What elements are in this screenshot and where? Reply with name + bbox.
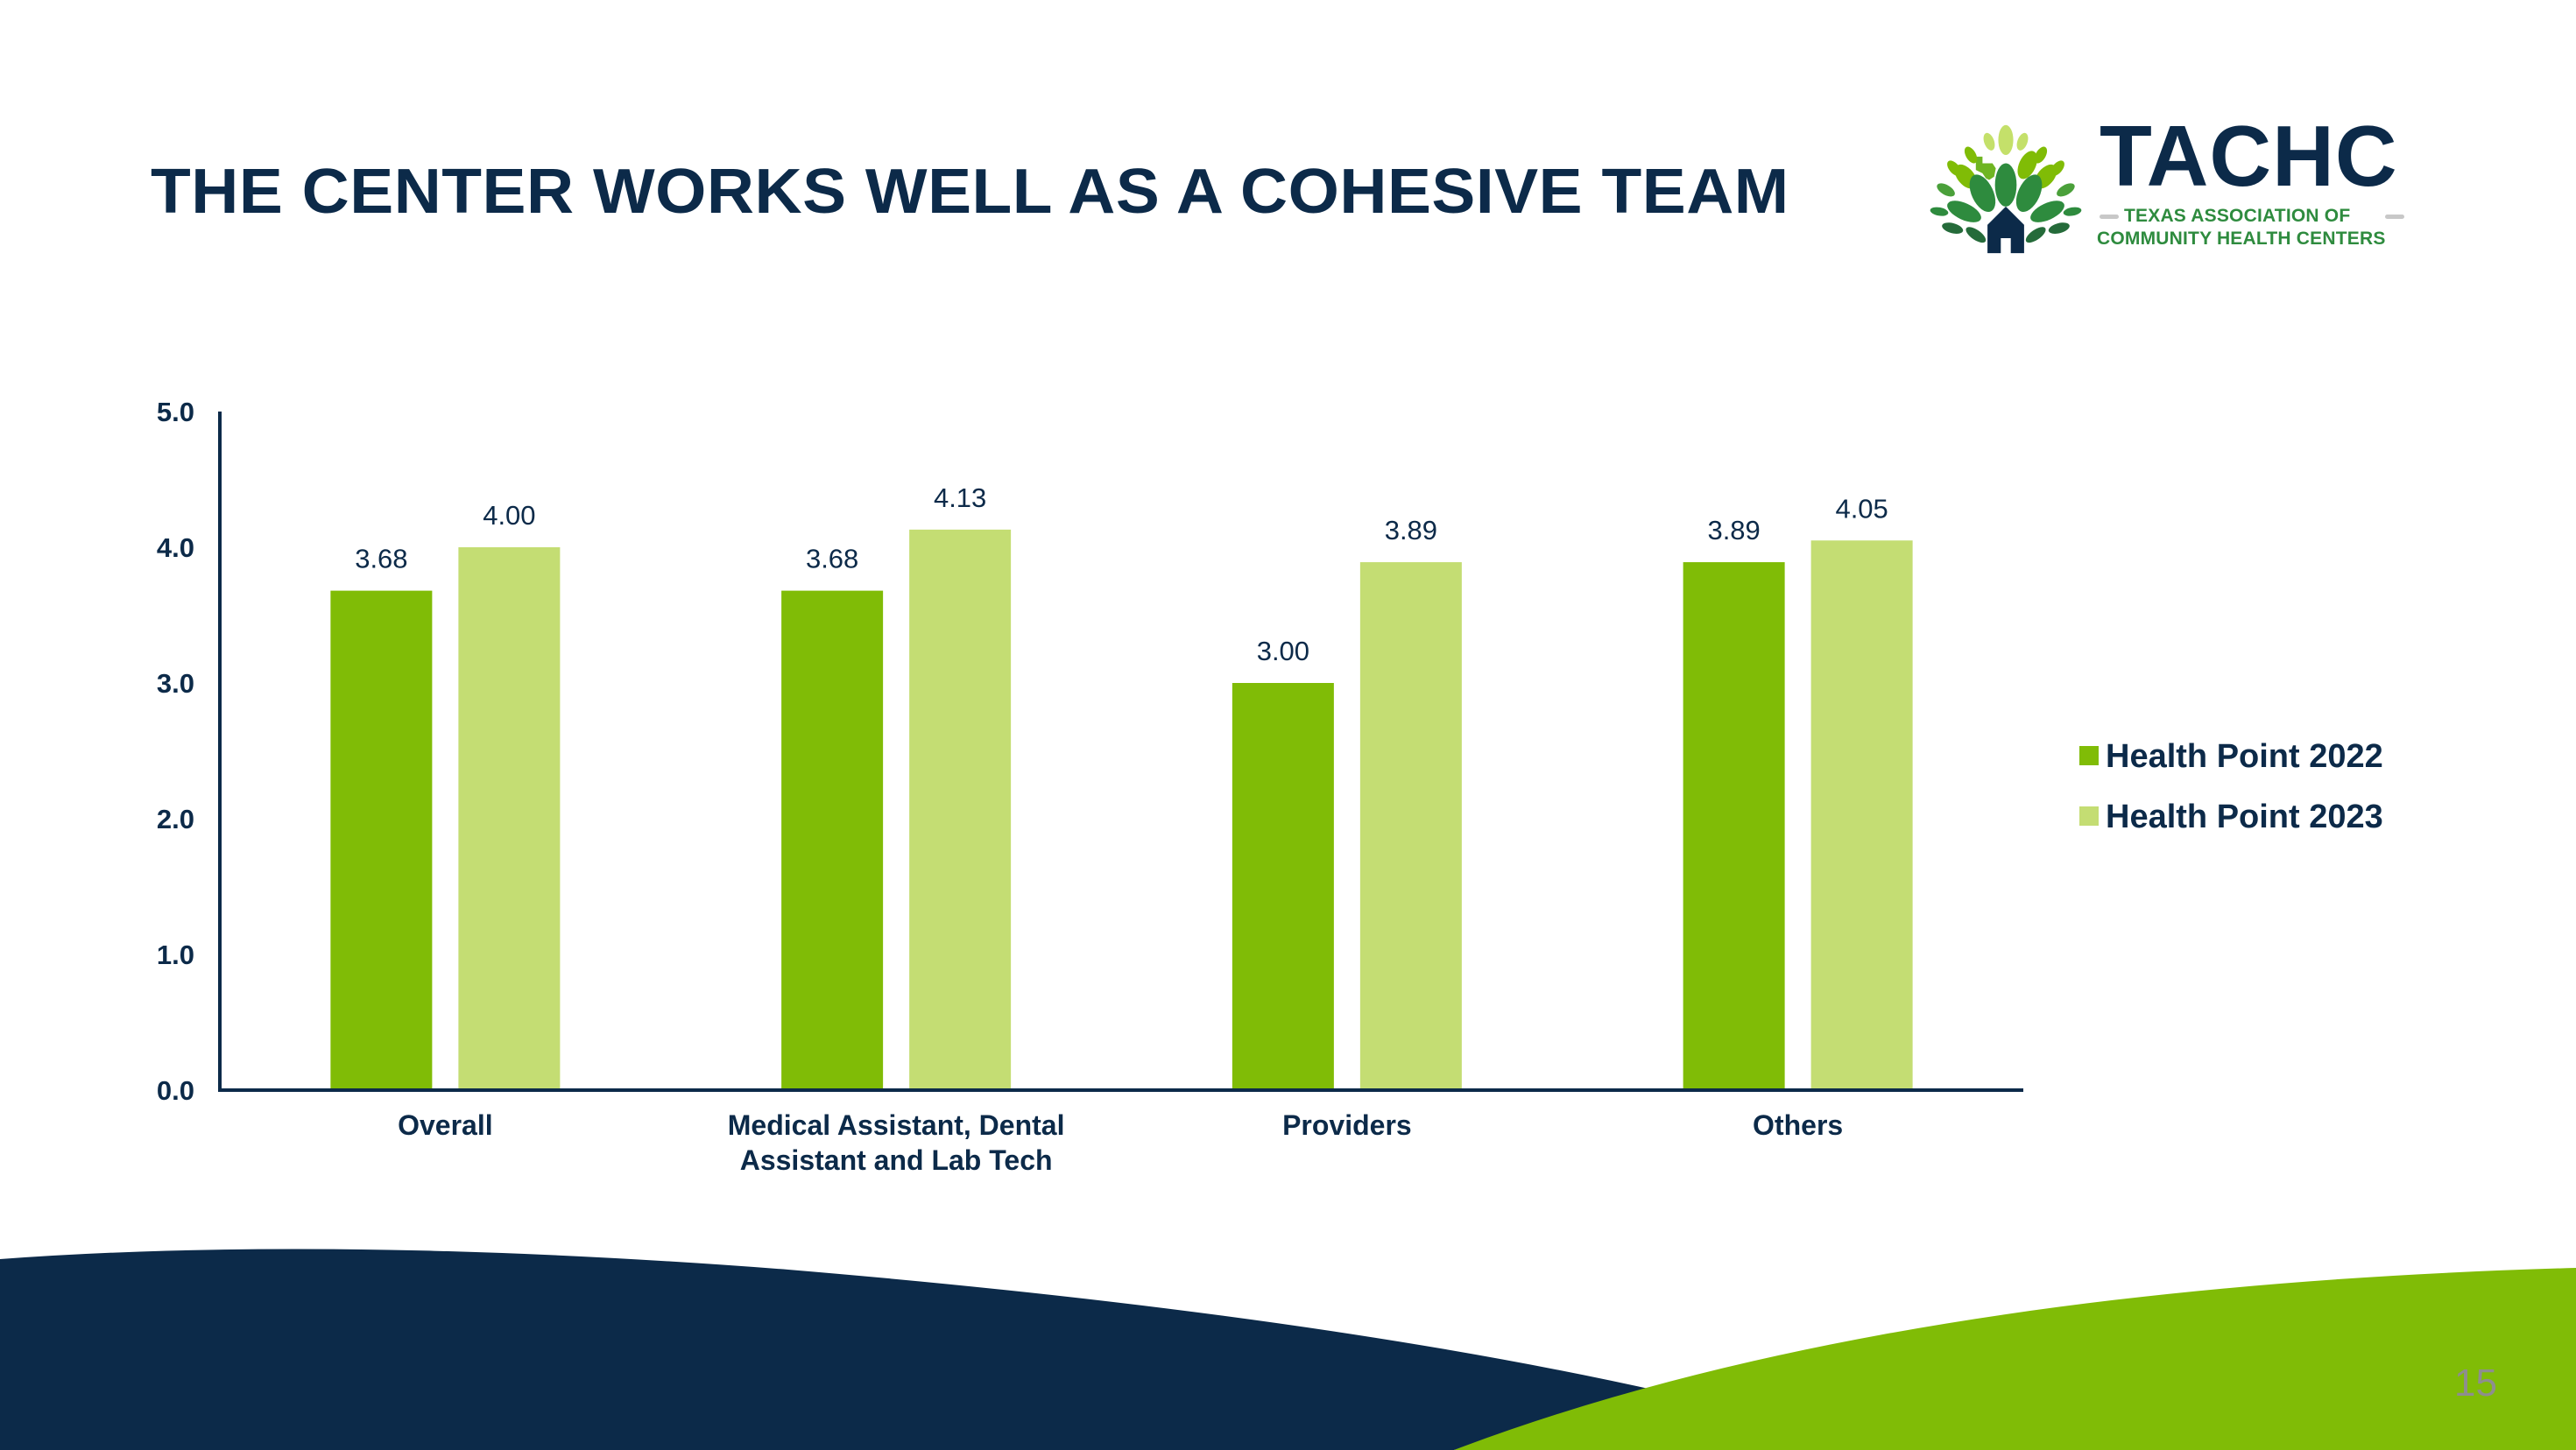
tachc-logo: TACHC TEXAS ASSOCIATION OF COMMUNITY HEA… bbox=[1923, 113, 2413, 258]
y-tick-label: 4.0 bbox=[157, 532, 194, 563]
data-label: 3.89 bbox=[1707, 515, 1760, 546]
bar-2022 bbox=[781, 590, 884, 1090]
logo-subtitle-line1: TEXAS ASSOCIATION OF bbox=[2124, 206, 2351, 226]
bars bbox=[330, 529, 1913, 1090]
bar-2023 bbox=[1810, 540, 1913, 1090]
data-label: 3.00 bbox=[1257, 636, 1309, 666]
legend-label: Health Point 2022 bbox=[2106, 738, 2383, 775]
data-label: 4.00 bbox=[483, 500, 535, 531]
bar-2023 bbox=[458, 547, 561, 1090]
bar-2023 bbox=[909, 529, 1012, 1090]
slide-title: THE CENTER WORKS WELL AS A COHESIVE TEAM bbox=[151, 157, 1789, 227]
category-label: Others bbox=[1753, 1109, 1843, 1141]
bar-2022 bbox=[1232, 683, 1334, 1090]
data-label: 3.68 bbox=[806, 544, 858, 574]
logo-divider-right bbox=[2385, 215, 2404, 219]
category-label: Assistant and Lab Tech bbox=[740, 1144, 1053, 1176]
footer-green-wave bbox=[1454, 1268, 2576, 1450]
footer-navy-wave bbox=[0, 1249, 1664, 1450]
y-tick-label: 0.0 bbox=[157, 1075, 194, 1106]
bar-2022 bbox=[330, 590, 433, 1090]
category-label: Providers bbox=[1282, 1109, 1412, 1141]
y-tick-label: 5.0 bbox=[157, 397, 194, 427]
logo-wordmark: TACHC bbox=[2100, 108, 2398, 204]
y-tick-label: 1.0 bbox=[157, 940, 194, 970]
category-label: Overall bbox=[398, 1109, 493, 1141]
legend: Health Point 2022 Health Point 2023 bbox=[2079, 738, 2383, 835]
legend-swatch bbox=[2079, 746, 2099, 765]
data-label: 4.05 bbox=[1835, 493, 1888, 524]
y-axis-ticks: 0.0 1.0 2.0 3.0 4.0 5.0 bbox=[157, 397, 194, 1106]
data-label: 4.13 bbox=[934, 482, 986, 513]
page-number: 15 bbox=[2454, 1362, 2497, 1404]
category-label: Medical Assistant, Dental bbox=[728, 1109, 1065, 1141]
data-label: 3.68 bbox=[355, 544, 407, 574]
bar-2022 bbox=[1683, 562, 1785, 1090]
legend-swatch bbox=[2079, 806, 2099, 826]
data-labels: 3.68 4.00 3.68 4.13 3.00 3.89 3.89 4.05 bbox=[355, 482, 1888, 666]
y-tick-label: 3.0 bbox=[157, 668, 194, 699]
logo-divider-left bbox=[2100, 215, 2119, 219]
bar-2023 bbox=[1359, 562, 1462, 1090]
data-label: 3.89 bbox=[1385, 515, 1437, 546]
tree-house-texas-logo-icon bbox=[1930, 124, 2082, 254]
category-labels: Overall Medical Assistant, DentalAssistan… bbox=[398, 1109, 1843, 1176]
y-tick-label: 2.0 bbox=[157, 804, 194, 834]
logo-subtitle-line2: COMMUNITY HEALTH CENTERS bbox=[2097, 229, 2386, 249]
legend-label: Health Point 2023 bbox=[2106, 799, 2383, 835]
